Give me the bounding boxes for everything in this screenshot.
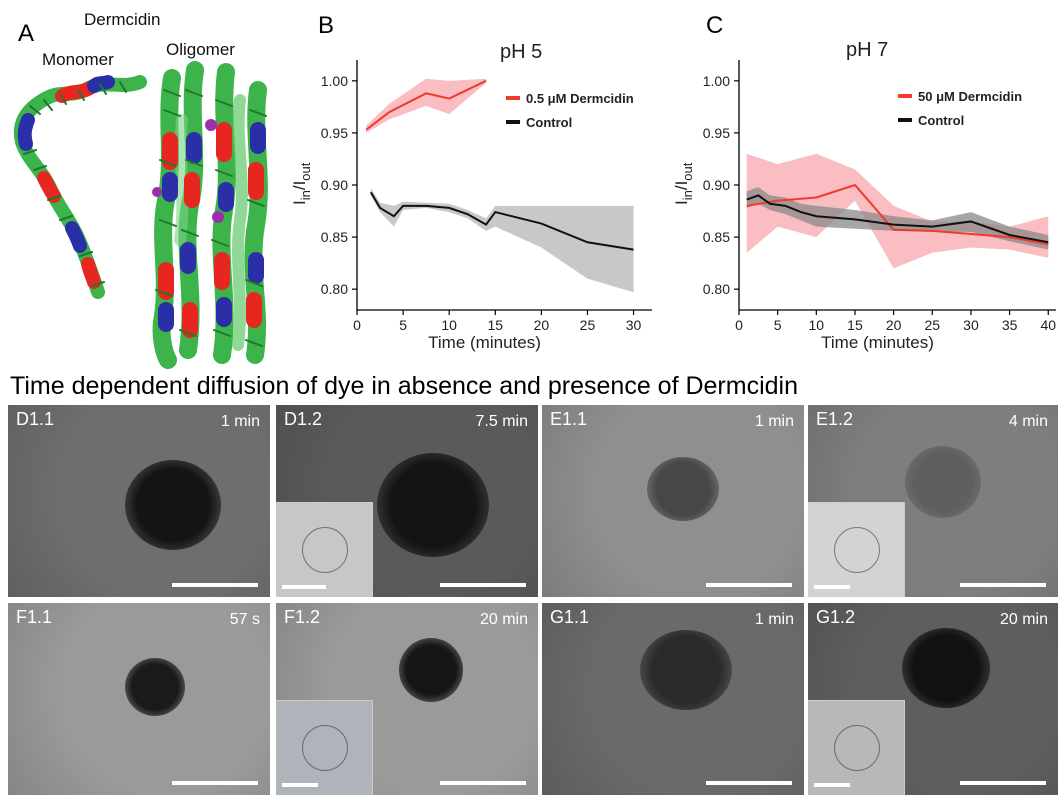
vesicle-blob	[640, 630, 732, 710]
vesicle-blob	[125, 460, 221, 550]
brightfield-inset	[276, 502, 373, 597]
time-label: 57 s	[230, 611, 260, 629]
chart-b-x-label: Time (minutes)	[428, 333, 541, 352]
chart-c-title: pH 7	[846, 39, 888, 61]
vesicle-blob	[399, 638, 463, 702]
time-label: 20 min	[1000, 611, 1048, 629]
panel-a-letter: A	[18, 20, 34, 48]
panel-label: E1.1	[550, 409, 587, 430]
chart-b-legend-label: 0.5 μM Dermcidin	[526, 91, 634, 106]
chart-c-y-tick-label: 0.85	[703, 229, 730, 245]
chart-c-legend-label: Control	[918, 113, 964, 128]
chart-b-x-tick-label: 25	[580, 317, 596, 333]
chart-b-y-tick-label: 1.00	[321, 73, 348, 89]
micrograph-d1-2: D1.2 7.5 min	[276, 405, 538, 597]
inset-scale-bar	[814, 585, 850, 589]
chart-b-y-tick-label: 0.95	[321, 125, 348, 141]
time-label: 1 min	[755, 413, 794, 431]
chart-b-x-tick-label: 5	[399, 317, 407, 333]
scale-bar	[440, 781, 526, 785]
vesicle-blob	[902, 628, 990, 708]
chart-c-y-label: Iin/Iout	[672, 162, 695, 205]
micrograph-g1-2: G1.2 20 min	[808, 603, 1058, 795]
time-label: 20 min	[480, 611, 528, 629]
micrograph-e1-2: E1.2 4 min	[808, 405, 1058, 597]
vesicle-outline	[834, 725, 880, 771]
protein-structure-illustration	[0, 60, 300, 370]
chart-b-series-0-error-band	[366, 79, 486, 133]
chart-c-x-label: Time (minutes)	[821, 333, 934, 352]
scale-bar	[172, 781, 258, 785]
scale-bar	[706, 781, 792, 785]
chart-c-x-tick-label: 35	[1002, 317, 1018, 333]
micrograph-f1-2: F1.2 20 min	[276, 603, 538, 795]
vesicle-outline	[834, 527, 880, 573]
chart-b-x-tick-label: 15	[487, 317, 503, 333]
chart-c-x-tick-label: 25	[925, 317, 941, 333]
vesicle-outline	[302, 527, 348, 573]
brightfield-inset	[276, 700, 373, 795]
chart-c-x-tick-label: 5	[774, 317, 782, 333]
panel-label: F1.2	[284, 607, 320, 628]
chart-b-y-tick-label: 0.90	[321, 177, 348, 193]
brightfield-inset	[808, 700, 905, 795]
time-label: 4 min	[1009, 413, 1048, 431]
inset-scale-bar	[814, 783, 850, 787]
chart-c-y-tick-label: 0.80	[703, 281, 730, 297]
panel-label: G1.1	[550, 607, 589, 628]
vesicle-blob	[647, 457, 719, 521]
chart-ph7: 0.80 0.85 0.90 0.95 1.00 0 5 10 15 20 25 30 35 40 Time…	[662, 30, 1062, 360]
chart-ph5: 0.80 0.85 0.90 0.95 1.00 0 5 10 15 20 25 30 Time (mi…	[280, 30, 660, 360]
chart-c-x-tick-label: 40	[1040, 317, 1056, 333]
time-label: 1 min	[221, 413, 260, 431]
time-label: 1 min	[755, 611, 794, 629]
chart-b-x-tick-label: 10	[441, 317, 457, 333]
vesicle-blob	[905, 446, 981, 518]
chart-b-legend-label: Control	[526, 115, 572, 130]
chart-b-y-tick-label: 0.85	[321, 229, 348, 245]
chart-b-series-1-error-band	[371, 188, 634, 292]
chart-c-x-tick-label: 20	[886, 317, 902, 333]
section-title: Time dependent diffusion of dye in absen…	[10, 372, 798, 401]
scale-bar	[960, 583, 1046, 587]
panel-label: D1.1	[16, 409, 54, 430]
scale-bar	[440, 583, 526, 587]
chart-b-y-tick-label: 0.80	[321, 281, 348, 297]
chart-c-x-tick-label: 0	[735, 317, 743, 333]
chart-c-y-tick-label: 1.00	[703, 73, 730, 89]
inset-scale-bar	[282, 585, 326, 589]
inset-scale-bar	[282, 783, 318, 787]
chart-b-x-tick-label: 0	[353, 317, 361, 333]
structure-title: Dermcidin	[84, 10, 161, 30]
chart-b-title: pH 5	[500, 41, 542, 63]
panel-label: D1.2	[284, 409, 322, 430]
chart-b-x-tick-label: 30	[626, 317, 642, 333]
oligomer-label: Oligomer	[166, 40, 235, 60]
time-label: 7.5 min	[476, 413, 528, 431]
micrograph-e1-1: E1.1 1 min	[542, 405, 804, 597]
panel-label: G1.2	[816, 607, 855, 628]
micrograph-g1-1: G1.1 1 min	[542, 603, 804, 795]
panel-label: F1.1	[16, 607, 52, 628]
vesicle-outline	[302, 725, 348, 771]
chart-c-x-tick-label: 10	[809, 317, 825, 333]
chart-c-legend-label: 50 μM Dermcidin	[918, 89, 1022, 104]
micrograph-f1-1: F1.1 57 s	[8, 603, 270, 795]
vesicle-blob	[125, 658, 185, 716]
scale-bar	[706, 583, 792, 587]
scale-bar	[172, 583, 258, 587]
scale-bar	[960, 781, 1046, 785]
micrograph-d1-1: D1.1 1 min	[8, 405, 270, 597]
chart-c-x-tick-label: 30	[963, 317, 979, 333]
panel-label: E1.2	[816, 409, 853, 430]
chart-b-x-tick-label: 20	[534, 317, 550, 333]
chart-b-y-label: Iin/Iout	[290, 162, 313, 205]
chart-c-y-tick-label: 0.90	[703, 177, 730, 193]
chart-c-x-tick-label: 15	[847, 317, 863, 333]
vesicle-blob	[377, 453, 489, 557]
chart-c-y-tick-label: 0.95	[703, 125, 730, 141]
brightfield-inset	[808, 502, 905, 597]
